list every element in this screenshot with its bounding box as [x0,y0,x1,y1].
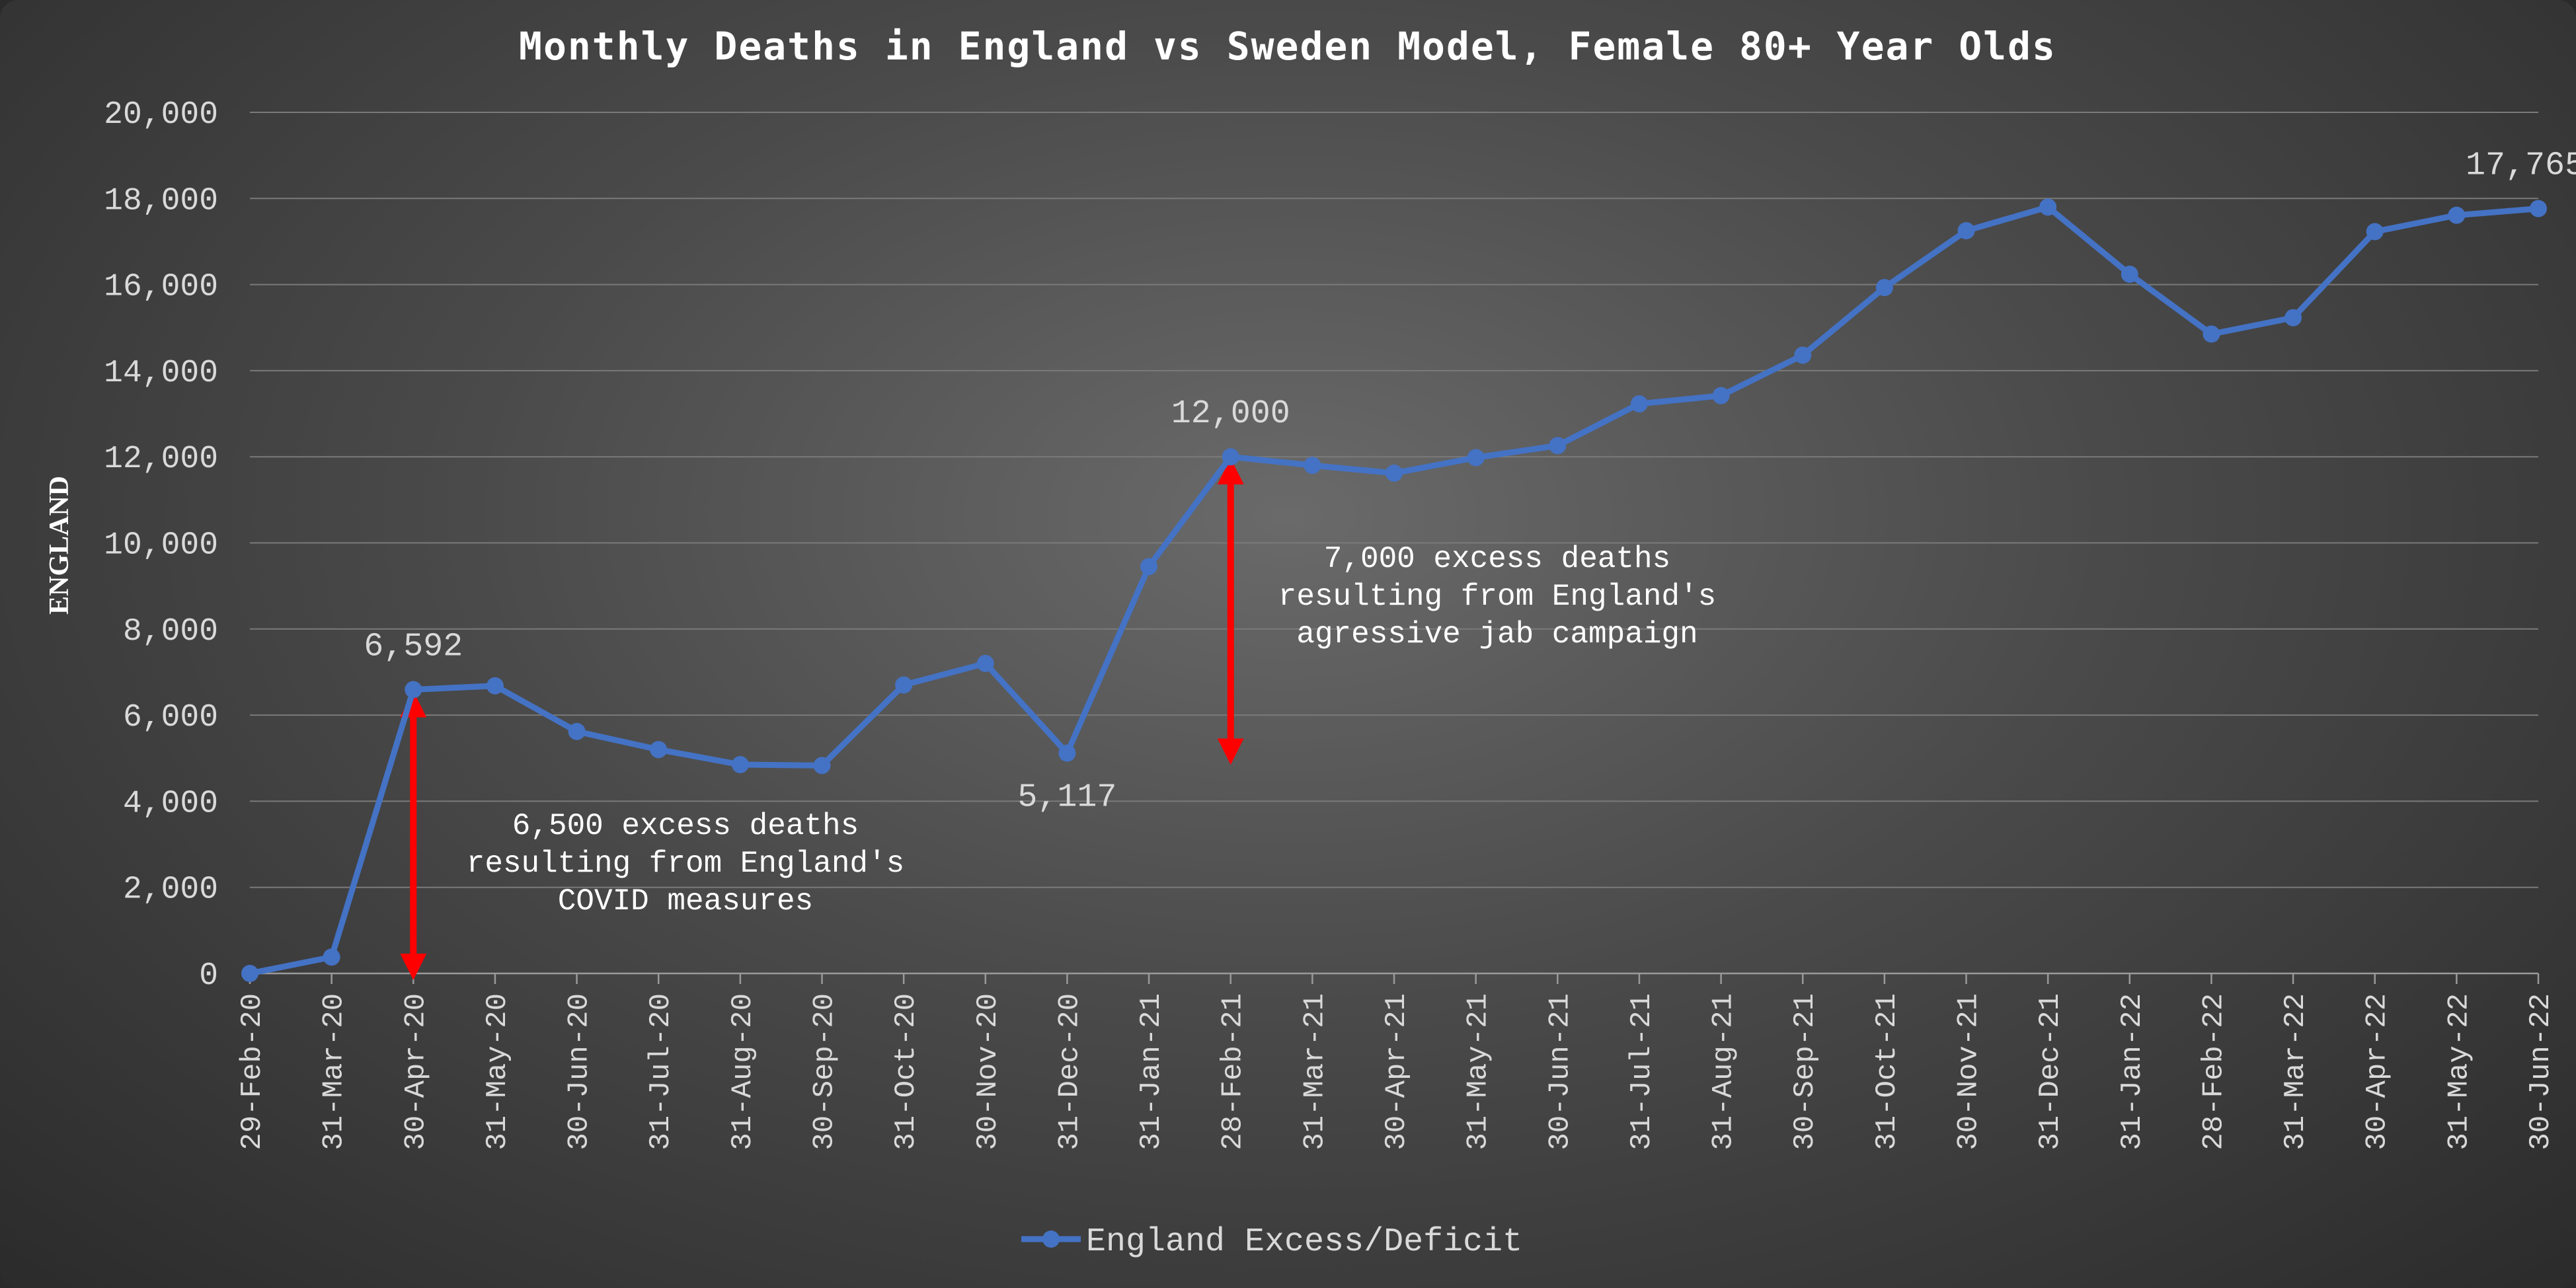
data-point [2039,198,2057,216]
x-tick-label: 30-Apr-21 [1380,993,1413,1151]
x-tick-label: 30-Jun-22 [2524,993,2557,1151]
x-tick-label: 31-Mar-22 [2279,993,2312,1151]
x-tick-label: 31-Dec-21 [2034,993,2067,1151]
x-tick-label: 30-Sep-21 [1789,993,1822,1151]
x-tick-label: 30-Nov-21 [1953,993,1986,1151]
x-tick-label: 31-May-20 [481,993,514,1151]
data-point [323,948,340,966]
y-tick-label: 6,000 [123,700,218,736]
data-point [2121,265,2138,283]
data-labels: 6,592 5,117 12,000 17,765 [364,147,2576,817]
y-axis-ticks: 0 2,000 4,000 6,000 8,000 10,000 12,000 14,000 1… [104,97,218,994]
x-tick-label: 31-Jul-20 [644,993,678,1151]
y-tick-label: 8,000 [123,614,218,650]
data-point [2284,309,2302,326]
x-axis-ticks: 29-Feb-20 31-Mar-20 30-Apr-20 31-May-20 30-J… [236,973,2557,1151]
data-point [1957,222,1975,240]
annotations: 6,500 excess deaths resulting from Englan… [400,458,1717,980]
annotation-text: agressive jab campaign [1296,617,1698,652]
data-point [1467,449,1485,467]
data-point [1140,558,1158,576]
data-label: 6,592 [364,628,463,666]
data-point [568,722,586,740]
x-tick-label: 31-Aug-20 [726,993,760,1151]
data-point [1794,346,1812,364]
y-tick-label: 18,000 [104,183,218,219]
data-point [2530,200,2547,217]
data-point [813,757,831,775]
x-tick-label: 31-Oct-20 [890,993,923,1151]
chart-title: Monthly Deaths in England vs Sweden Mode… [519,24,2056,69]
data-point [1222,448,1239,466]
data-label: 12,000 [1171,395,1290,433]
legend-swatch-marker [1042,1231,1060,1248]
data-point [1630,395,1648,413]
x-tick-label: 31-Dec-20 [1053,993,1086,1151]
x-tick-label: 31-May-21 [1462,993,1495,1151]
x-tick-label: 31-Jan-22 [2116,993,2149,1151]
data-point [976,654,994,672]
x-tick-label: 28-Feb-21 [1217,993,1250,1151]
x-tick-label: 31-Mar-21 [1298,993,1331,1151]
y-tick-label: 4,000 [123,786,218,821]
data-point [486,677,504,695]
annotation-text: COVID measures [558,884,813,919]
data-point [650,741,668,759]
x-tick-label: 30-Apr-22 [2361,993,2394,1151]
x-tick-label: 29-Feb-20 [236,993,269,1151]
y-tick-label: 12,000 [104,441,218,477]
x-tick-label: 31-Jan-21 [1135,993,1168,1151]
annotation-text: 7,000 excess deaths [1324,542,1671,576]
data-point [1058,744,1076,762]
data-point [1712,387,1730,404]
y-tick-label: 2,000 [123,872,218,908]
data-label: 17,765 [2466,147,2576,185]
y-tick-label: 14,000 [104,356,218,391]
data-point [895,676,913,694]
data-point [1549,437,1567,455]
x-tick-label: 30-Jun-20 [563,993,596,1151]
y-tick-label: 0 [199,958,218,994]
series-layer [241,198,2547,982]
y-tick-label: 20,000 [104,97,218,133]
annotation-text: resulting from England's [1278,580,1717,614]
y-tick-label: 10,000 [104,528,218,564]
x-tick-label: 30-Apr-20 [399,993,432,1151]
data-point [405,681,422,699]
x-tick-label: 31-Mar-20 [318,993,351,1151]
data-point [2448,206,2466,224]
x-tick-label: 31-Oct-21 [1871,993,1904,1151]
data-point [731,756,749,774]
annotation-text: resulting from England's [467,847,905,881]
data-point [2203,325,2220,343]
data-label: 5,117 [1017,779,1116,817]
legend: England Excess/Deficit [1021,1223,1522,1261]
x-tick-label: 31-Aug-21 [1707,993,1740,1151]
y-tick-label: 16,000 [104,270,218,305]
x-tick-label: 30-Nov-20 [972,993,1005,1151]
y-axis-label: ENGLAND [44,476,75,615]
x-tick-label: 30-Jun-21 [1543,993,1577,1151]
x-tick-label: 28-Feb-22 [2197,993,2230,1151]
x-tick-label: 31-Jul-21 [1625,993,1659,1151]
gridlines [250,112,2538,975]
data-point [1386,464,1403,482]
legend-entry: England Excess/Deficit [1086,1223,1522,1261]
data-point [1304,457,1321,474]
x-tick-label: 30-Sep-20 [808,993,841,1151]
data-point [2366,223,2384,241]
annotation-text: 6,500 excess deaths [512,809,859,843]
data-point [241,965,258,982]
x-tick-label: 31-May-22 [2442,993,2476,1151]
data-point [1875,279,1893,297]
